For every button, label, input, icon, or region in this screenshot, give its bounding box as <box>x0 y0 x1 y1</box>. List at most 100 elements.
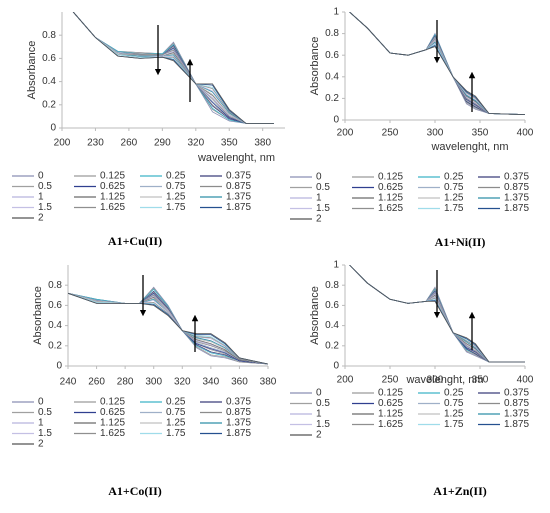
x-tick-label: 260 <box>88 377 105 388</box>
legend-label: 0.875 <box>504 398 529 409</box>
spectrum-line <box>68 292 268 365</box>
x-tick-label: 380 <box>254 138 271 149</box>
legend-label: 1.5 <box>316 203 330 214</box>
x-axis-label: wavelenght, nm <box>197 152 275 164</box>
legend-label: 1.25 <box>166 192 186 203</box>
legend-label: 0.625 <box>378 398 403 409</box>
x-axis-label: wavelenght, nm <box>405 374 483 386</box>
x-tick-label: 200 <box>54 138 71 149</box>
y-tick-label: 0.4 <box>325 71 339 82</box>
plot <box>72 12 274 124</box>
legend-label: 0.875 <box>504 182 529 193</box>
plot <box>68 286 268 365</box>
legend-label: 0.5 <box>316 398 330 409</box>
x-tick-label: 360 <box>231 377 248 388</box>
legend-label: 0 <box>38 171 44 182</box>
legend-label: 1.625 <box>378 419 403 430</box>
legend-label: 2 <box>38 439 44 450</box>
caption: A1+Ni(II) <box>435 235 486 249</box>
y-tick-label: 0.4 <box>325 320 339 331</box>
legend-label: 1.5 <box>38 202 52 213</box>
x-axis-label: wavelenght, nm <box>430 141 508 153</box>
x-tick-label: 400 <box>517 128 534 139</box>
spectrum-line <box>349 265 525 363</box>
x-tick-label: 280 <box>117 377 134 388</box>
legend-label: 0.25 <box>166 397 186 408</box>
spectrum-line <box>68 292 268 365</box>
caption: A1+Zn(II) <box>433 484 487 498</box>
spectrum-line <box>68 292 268 365</box>
legend-label: 1.375 <box>504 193 529 204</box>
legend-label: 0.25 <box>166 171 186 182</box>
legend-label: 0 <box>316 388 322 399</box>
spectrum-line <box>72 12 274 124</box>
x-tick-label: 320 <box>174 377 191 388</box>
y-tick-label: 0 <box>333 115 339 126</box>
legend-label: 1.875 <box>504 203 529 214</box>
y-tick-label: 0.8 <box>42 30 56 41</box>
caption: A1+Co(II) <box>108 484 162 498</box>
legend-label: 0 <box>316 172 322 183</box>
spectrum-line <box>68 292 268 365</box>
spectrum-line <box>68 286 268 365</box>
legend-label: 0.125 <box>378 172 403 183</box>
legend-label: 0.75 <box>166 181 186 192</box>
legend-label: 1.375 <box>504 409 529 420</box>
legend-label: 1.875 <box>226 202 251 213</box>
legend-label: 0.5 <box>38 181 52 192</box>
y-tick-label: 0.4 <box>42 76 56 87</box>
y-tick-label: 0.2 <box>325 340 339 351</box>
x-tick-label: 230 <box>87 138 104 149</box>
x-tick-label: 350 <box>472 128 489 139</box>
legend-label: 1.5 <box>316 419 330 430</box>
spectrum-line <box>72 12 274 124</box>
y-tick-label: 0.8 <box>48 280 62 291</box>
y-axis-label: Absorbance <box>309 37 321 96</box>
legend-label: 1.625 <box>100 202 125 213</box>
plot <box>349 12 525 115</box>
spectrum-line <box>72 12 274 124</box>
x-tick-label: 300 <box>145 377 162 388</box>
y-tick-label: 0 <box>50 123 56 134</box>
legend-label: 0.25 <box>444 172 464 183</box>
y-tick-label: 0.2 <box>48 340 62 351</box>
legend-label: 0.25 <box>444 388 464 399</box>
y-tick-label: 0.6 <box>325 50 339 61</box>
legend-label: 0.375 <box>504 388 529 399</box>
plot <box>349 265 525 363</box>
x-tick-label: 290 <box>154 138 171 149</box>
legend-label: 0.625 <box>100 407 125 418</box>
legend-label: 1.125 <box>378 193 403 204</box>
x-tick-label: 260 <box>121 138 138 149</box>
spectrum-line <box>72 12 274 124</box>
x-tick-label: 340 <box>203 377 220 388</box>
spectrum-line <box>72 12 274 124</box>
legend-label: 1.375 <box>226 192 251 203</box>
legend-label: 0.125 <box>378 388 403 399</box>
legend-label: 1.375 <box>226 418 251 429</box>
legend-label: 1.25 <box>166 418 186 429</box>
legend-label: 0.375 <box>226 171 251 182</box>
legend-label: 1.25 <box>444 409 464 420</box>
spectrum-line <box>68 292 268 365</box>
spectrum-line <box>72 12 274 124</box>
legend-label: 1.875 <box>504 419 529 430</box>
caption: A1+Cu(II) <box>108 234 162 248</box>
legend-label: 1.125 <box>378 409 403 420</box>
y-axis-label: Absorbance <box>26 41 38 100</box>
legend-label: 0.75 <box>166 407 186 418</box>
y-tick-label: 0.6 <box>42 53 56 64</box>
legend-label: 0.875 <box>226 407 251 418</box>
legend-label: 1 <box>38 418 44 429</box>
x-tick-label: 350 <box>221 138 238 149</box>
spectrum-line <box>72 12 274 124</box>
y-tick-label: 0.8 <box>325 28 339 39</box>
legend-label: 0 <box>38 397 44 408</box>
spectrum-line <box>349 12 525 115</box>
y-axis-label: Absorbance <box>32 286 44 345</box>
spectrum-line <box>68 292 268 365</box>
y-tick-label: 0.6 <box>48 300 62 311</box>
y-tick-label: 1 <box>333 260 339 271</box>
legend-label: 2 <box>316 430 322 441</box>
